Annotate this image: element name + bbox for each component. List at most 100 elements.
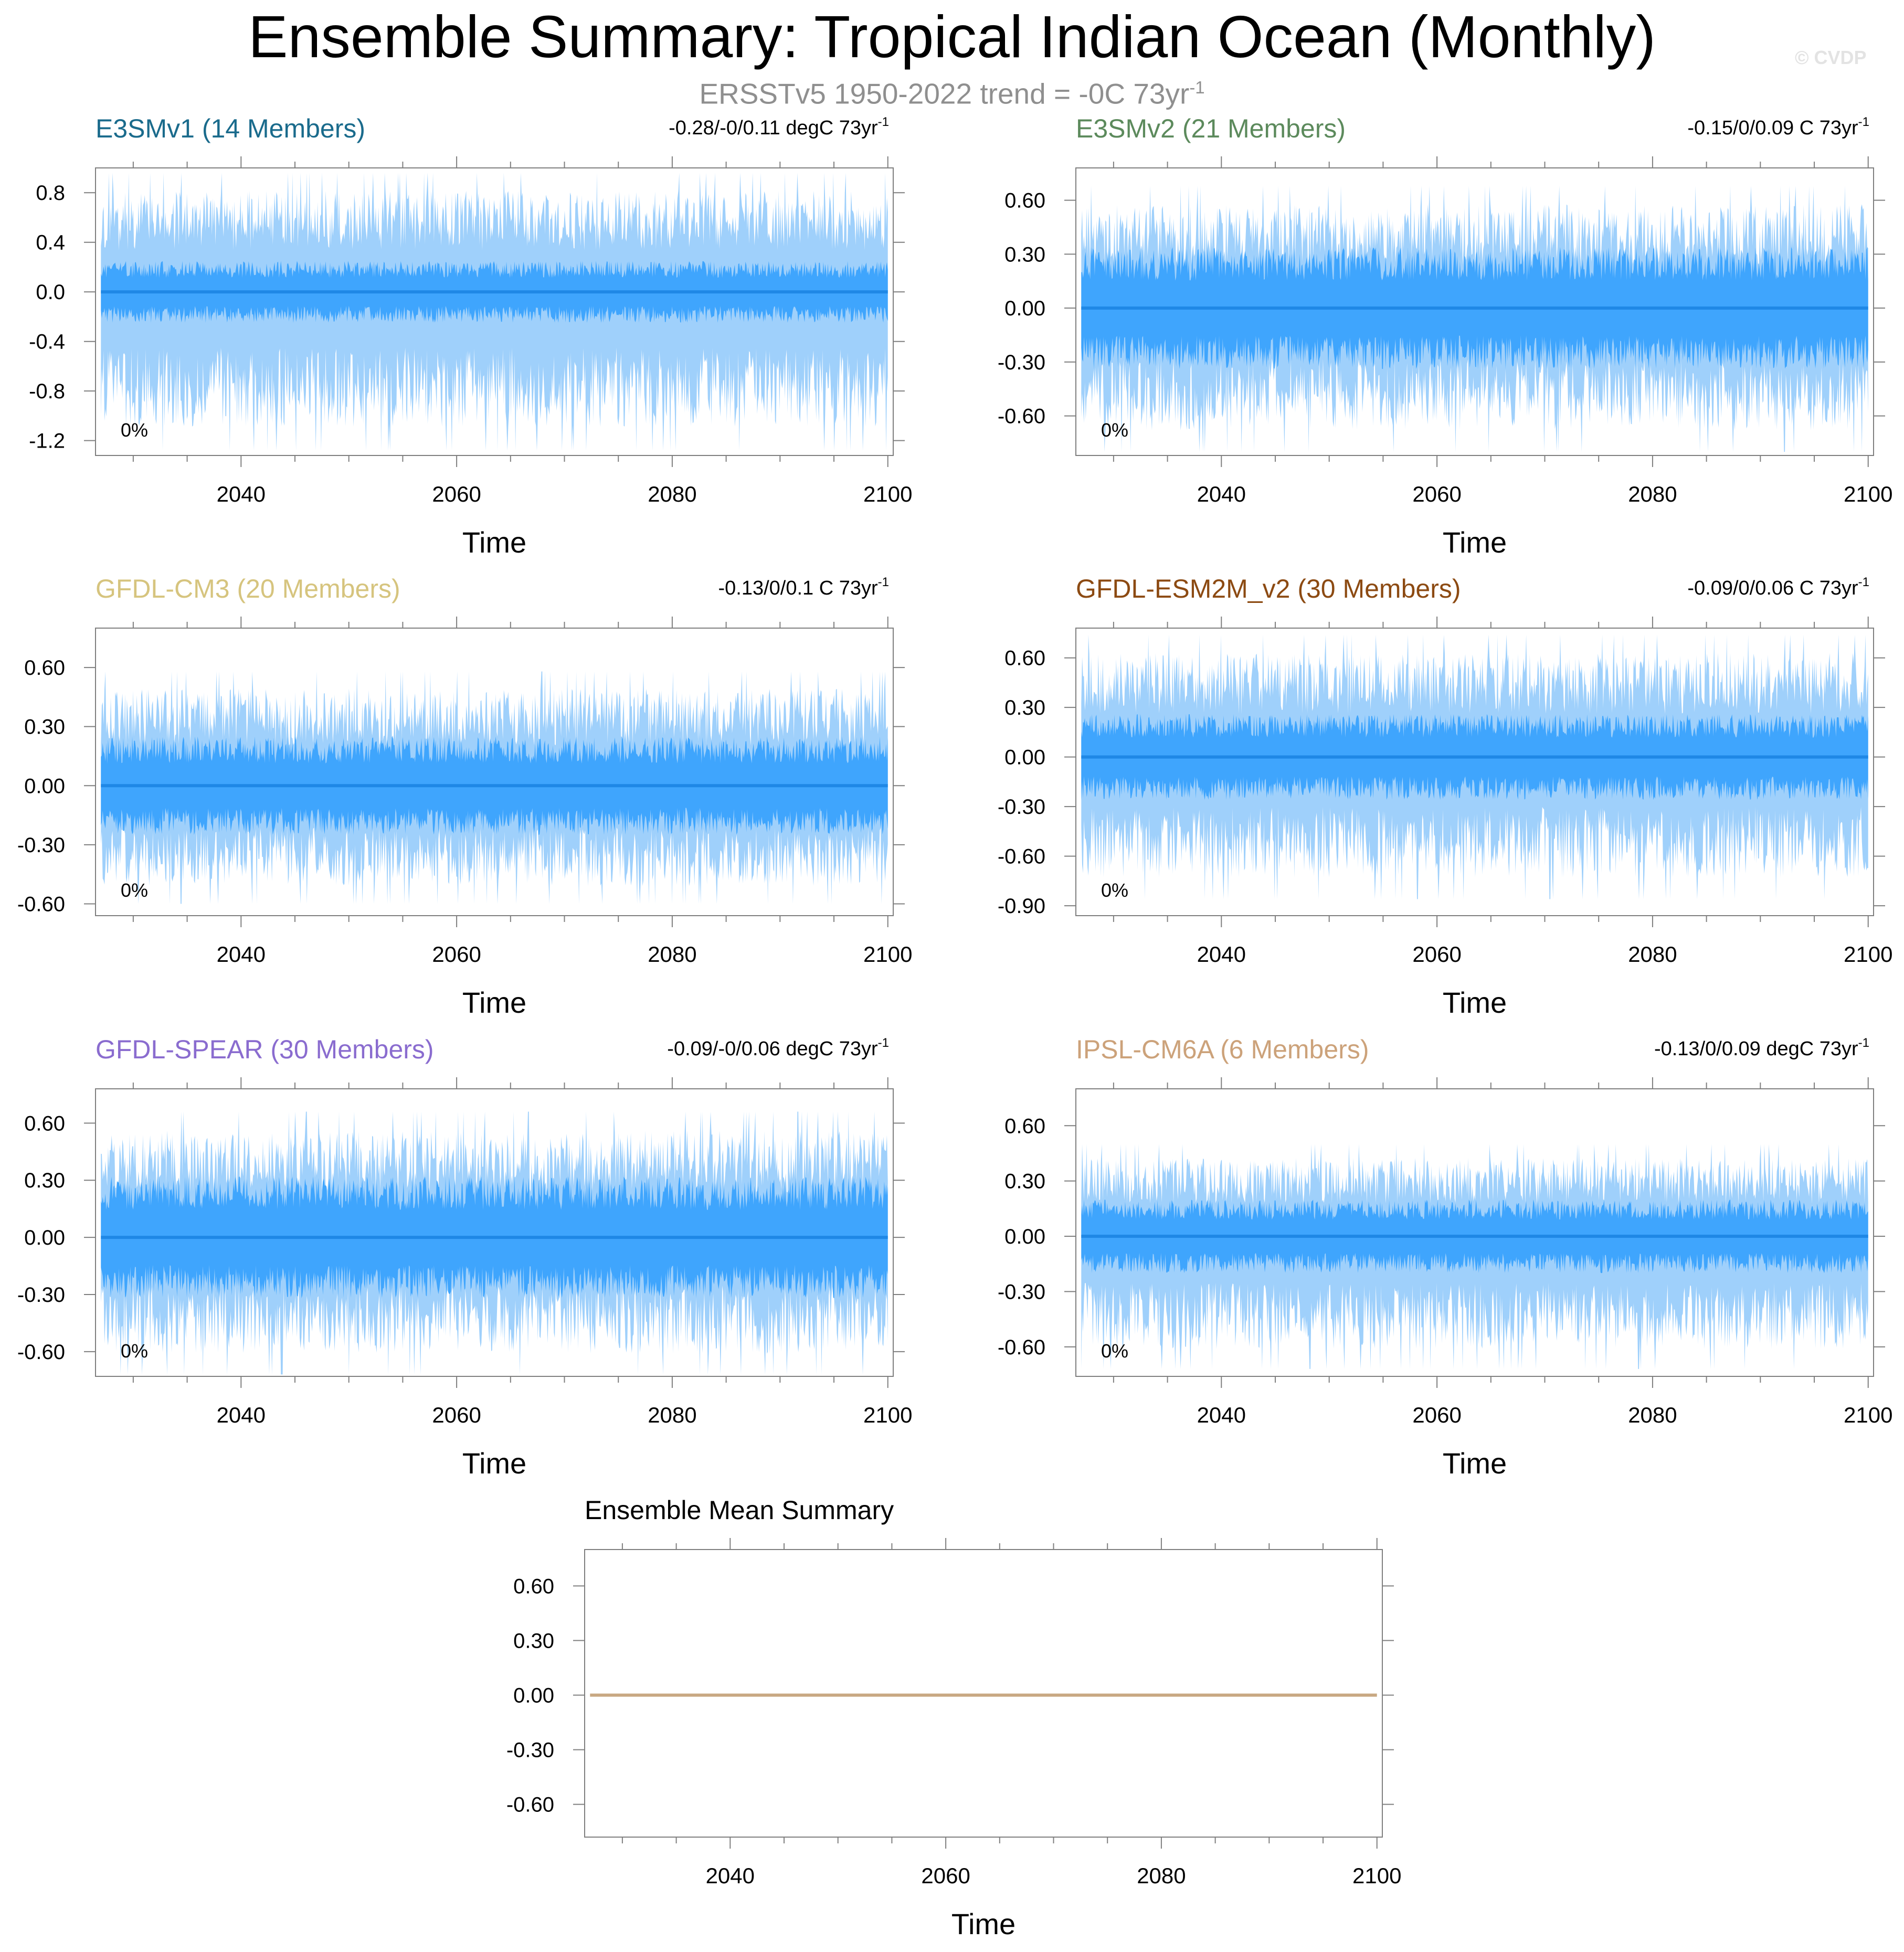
percent-label: 0% [121,1340,148,1362]
figure-title: Ensemble Summary: Tropical Indian Ocean … [248,4,1656,70]
y-tick-label: -0.60 [506,1794,554,1817]
x-tick-label: 2100 [1352,1863,1401,1888]
y-tick-label: -0.8 [29,380,65,403]
x-tick-label: 2080 [648,482,696,506]
y-tick-label: -1.2 [29,430,65,453]
panel-4: GFDL-ESM2M_v2 (30 Members) -0.09/0/0.06 C… [998,574,1893,1019]
panel-1: E3SMv1 (14 Members) -0.28/-0/0.11 degC 73… [29,114,912,559]
percent-label: 0% [1101,879,1128,901]
y-tick-label: -0.30 [998,795,1045,819]
trend-label: -0.09/0/0.06 C 73yr-1 [1687,575,1869,599]
trend-label: -0.15/0/0.09 C 73yr-1 [1687,115,1869,139]
y-tick-label: 0.00 [1004,297,1045,320]
y-tick-label: 0.30 [1004,243,1045,266]
y-tick-label: 0.00 [24,775,65,798]
panel-7: Ensemble Mean Summary 2040 2060 2080 2100 0.6… [506,1495,1402,1940]
x-tick-label: 2060 [432,942,481,967]
panel-6: IPSL-CM6A (6 Members) -0.13/0/0.09 degC 7… [998,1035,1893,1480]
panel-5: GFDL-SPEAR (30 Members) -0.09/-0/0.06 deg… [17,1035,913,1480]
panel-title: GFDL-SPEAR (30 Members) [96,1035,434,1064]
y-tick-label: 0.00 [513,1684,554,1707]
panel-title: GFDL-ESM2M_v2 (30 Members) [1076,574,1461,603]
trend-label: -0.09/-0/0.06 degC 73yr-1 [667,1036,889,1060]
trend-superscript: -1 [878,575,889,589]
x-tick-label: 2100 [1844,1403,1892,1427]
y-tick-label: 0.30 [513,1629,554,1652]
y-tick-label: -0.60 [998,1336,1045,1359]
x-tick-label: 2040 [217,942,266,967]
y-tick-label: 0.60 [24,656,65,680]
plot-frame [95,628,894,916]
plot-frame [584,1549,1383,1838]
y-tick-label: 0.60 [24,1112,65,1135]
x-tick-label: 2060 [432,1403,481,1427]
y-tick-label: -0.60 [17,893,65,916]
x-tick-label: 2080 [1628,1403,1677,1427]
x-tick-label: 2060 [1412,1403,1461,1427]
y-tick-label: -0.30 [17,1283,65,1307]
panel-title: E3SMv2 (21 Members) [1076,114,1346,143]
x-tick-label: 2060 [432,482,481,506]
x-axis-label: Time [1443,526,1507,559]
figure-subtitle: ERSSTv5 1950-2022 trend = -0C 73yr-1 [0,79,1904,108]
x-axis-label: Time [1443,986,1507,1019]
x-tick-label: 2080 [648,942,696,967]
y-tick-label: 0.30 [24,1169,65,1192]
subtitle-text: ERSSTv5 1950-2022 trend = -0C 73yr [699,77,1190,110]
y-tick-label: 0.00 [1004,1225,1045,1248]
y-tick-label: 0.30 [1004,696,1045,719]
x-tick-label: 2040 [706,1863,755,1888]
plot-frame [1075,167,1874,456]
x-axis-label: Time [1443,1447,1507,1480]
x-tick-label: 2100 [863,482,912,506]
panel-title: GFDL-CM3 (20 Members) [96,574,400,603]
percent-label: 0% [121,879,148,901]
panel-title: E3SMv1 (14 Members) [96,114,365,143]
x-tick-label: 2040 [217,1403,266,1427]
percent-label: 0% [1101,419,1128,441]
subtitle-superscript: -1 [1189,78,1205,97]
x-tick-label: 2060 [1412,942,1461,967]
x-tick-label: 2100 [1844,942,1892,967]
panel-3: GFDL-CM3 (20 Members) -0.13/0/0.1 C 73yr-… [17,574,913,1019]
y-tick-label: 0.8 [36,182,65,205]
trend-superscript: -1 [1858,1036,1869,1050]
y-tick-label: 0.60 [1004,189,1045,213]
x-tick-label: 2080 [1628,482,1677,506]
x-axis-label: Time [462,1447,526,1480]
x-tick-label: 2040 [1197,1403,1246,1427]
x-tick-label: 2040 [1197,482,1246,506]
panel-2: E3SMv2 (21 Members) -0.15/0/0.09 C 73yr-1… [998,114,1893,559]
trend-superscript: -1 [1858,115,1869,129]
trend-label: -0.13/0/0.09 degC 73yr-1 [1654,1036,1869,1060]
x-tick-label: 2040 [1197,942,1246,967]
x-axis-label: Time [462,986,526,1019]
x-tick-label: 2060 [921,1863,970,1888]
trend-label: -0.13/0/0.1 C 73yr-1 [718,575,889,599]
trend-superscript: -1 [878,115,889,129]
x-axis-label: Time [951,1907,1016,1940]
y-tick-label: 0.00 [1004,746,1045,769]
x-tick-label: 2080 [1137,1863,1186,1888]
y-tick-label: -0.30 [506,1739,554,1762]
y-tick-label: 0.60 [1004,1115,1045,1138]
percent-label: 0% [1101,1340,1128,1362]
x-tick-label: 2060 [1412,482,1461,506]
x-tick-label: 2080 [648,1403,696,1427]
trend-label: -0.28/-0/0.11 degC 73yr-1 [669,115,889,139]
y-tick-label: -0.30 [998,1280,1045,1303]
trend-superscript: -1 [878,1036,889,1050]
cvdp-watermark: © CVDP [1795,47,1867,68]
y-tick-label: 0.00 [24,1226,65,1249]
y-tick-label: 0.60 [513,1575,554,1598]
plot-frame [1075,1088,1874,1377]
y-tick-label: -0.60 [998,845,1045,868]
x-tick-label: 2100 [863,1403,912,1427]
x-tick-label: 2100 [863,942,912,967]
trend-superscript: -1 [1858,575,1869,589]
y-tick-label: 0.30 [24,716,65,739]
x-axis-label: Time [462,526,526,559]
plot-frame [95,1088,894,1377]
